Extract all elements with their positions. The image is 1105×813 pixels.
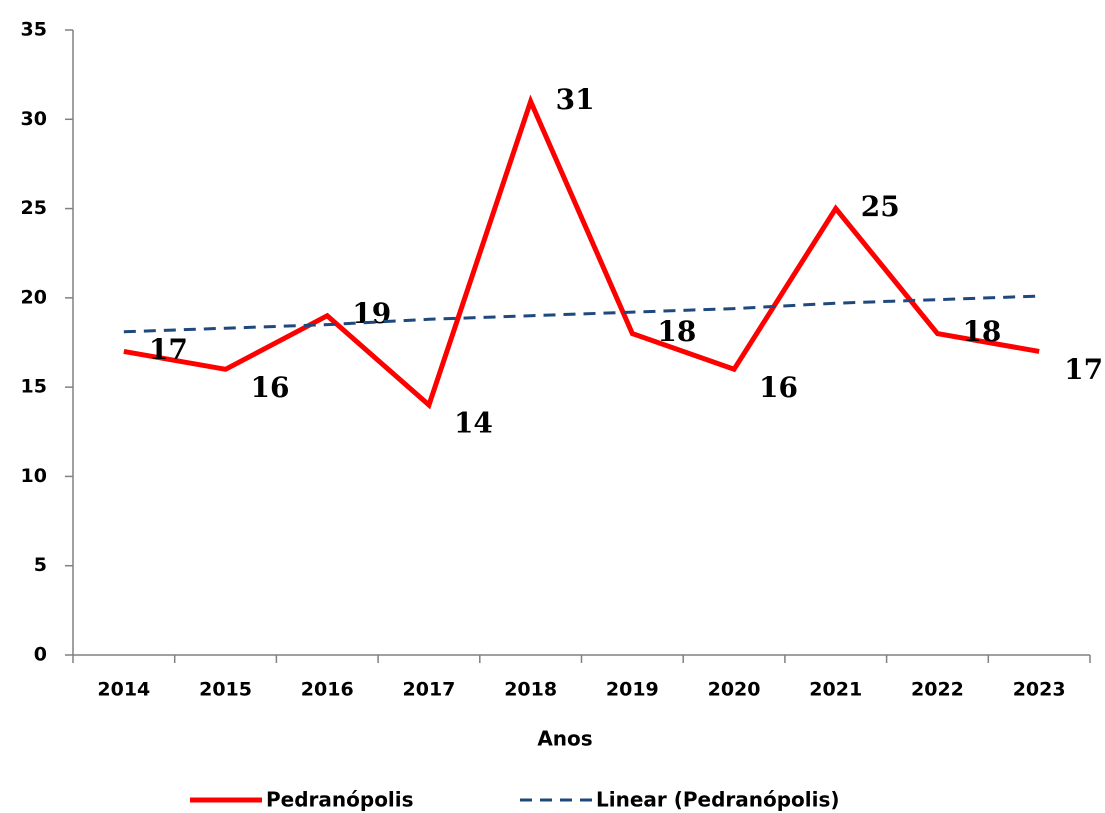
y-tick-label: 25 bbox=[21, 197, 47, 219]
x-tick-label: 2016 bbox=[301, 679, 354, 701]
data-label: 31 bbox=[556, 83, 595, 116]
y-tick-label: 20 bbox=[21, 286, 47, 308]
y-tick-label: 5 bbox=[34, 554, 47, 576]
y-tick-label: 35 bbox=[21, 19, 47, 41]
x-tick-label: 2017 bbox=[403, 679, 456, 701]
x-tick-label: 2015 bbox=[199, 679, 252, 701]
data-label: 25 bbox=[861, 190, 900, 223]
x-tick-label: 2014 bbox=[97, 679, 150, 701]
y-tick-label: 30 bbox=[21, 108, 47, 130]
x-tick-label: 2018 bbox=[504, 679, 557, 701]
data-label: 14 bbox=[454, 407, 493, 440]
y-tick-label: 0 bbox=[34, 644, 47, 666]
data-label: 18 bbox=[657, 315, 696, 348]
data-label: 19 bbox=[352, 297, 391, 330]
x-tick-label: 2021 bbox=[809, 679, 862, 701]
data-label: 17 bbox=[1064, 353, 1103, 386]
x-tick-label: 2020 bbox=[708, 679, 761, 701]
x-tick-label: 2023 bbox=[1013, 679, 1066, 701]
data-label: 17 bbox=[149, 333, 188, 366]
legend-label: Pedranópolis bbox=[266, 788, 414, 812]
y-tick-label: 15 bbox=[21, 376, 47, 398]
x-tick-label: 2019 bbox=[606, 679, 659, 701]
x-tick-label: 2022 bbox=[911, 679, 964, 701]
legend-label: Linear (Pedranópolis) bbox=[596, 788, 840, 812]
data-label: 16 bbox=[759, 371, 798, 404]
data-label: 16 bbox=[251, 371, 290, 404]
trend-line bbox=[123, 294, 1040, 334]
line bbox=[123, 94, 1040, 410]
y-tick-label: 10 bbox=[21, 465, 47, 487]
data-label: 18 bbox=[962, 315, 1001, 348]
x-axis-title: Anos bbox=[537, 727, 592, 751]
